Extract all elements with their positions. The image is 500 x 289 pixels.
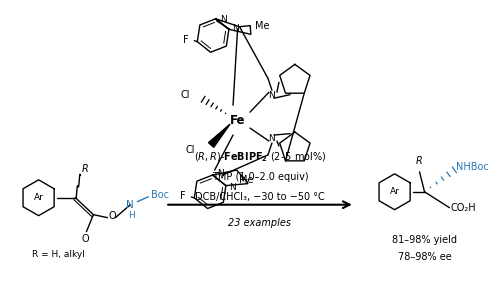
Text: 78–98% ee: 78–98% ee (398, 253, 452, 262)
Text: N: N (232, 24, 238, 33)
Text: Cl: Cl (186, 145, 195, 155)
Text: N: N (126, 200, 134, 210)
Text: 23 examples: 23 examples (228, 218, 292, 228)
Text: N: N (268, 134, 276, 142)
Text: O: O (82, 234, 90, 244)
Text: Fe: Fe (230, 114, 246, 127)
Text: N: N (268, 91, 276, 100)
Text: Me: Me (238, 175, 253, 185)
Text: H: H (128, 211, 134, 220)
Text: F: F (182, 35, 188, 45)
Text: 81–98% yield: 81–98% yield (392, 235, 457, 244)
Text: DCB/CHCl₃, −30 to −50 °C: DCB/CHCl₃, −30 to −50 °C (195, 192, 325, 202)
Text: R = H, alkyl: R = H, alkyl (32, 250, 85, 259)
Text: N: N (229, 183, 235, 192)
Polygon shape (208, 124, 230, 147)
Text: O: O (108, 211, 116, 221)
Text: NHBoc: NHBoc (456, 162, 489, 172)
Text: R: R (82, 164, 88, 174)
Text: Me: Me (255, 21, 270, 32)
Text: Ar: Ar (390, 187, 400, 196)
Text: Cl: Cl (180, 90, 190, 100)
Text: R: R (416, 156, 423, 166)
Text: CO₂H: CO₂H (450, 203, 476, 213)
Text: Ar: Ar (34, 193, 43, 202)
Text: N: N (216, 168, 224, 177)
Text: N: N (220, 15, 226, 24)
Text: F: F (180, 191, 185, 201)
Text: $(R,R)$-$\mathbf{FeBIPF_2}$ (2–5 mol%): $(R,R)$-$\mathbf{FeBIPF_2}$ (2–5 mol%) (194, 150, 326, 164)
Text: TMP (1.0–2.0 equiv): TMP (1.0–2.0 equiv) (212, 172, 308, 182)
Text: Boc: Boc (152, 190, 170, 200)
